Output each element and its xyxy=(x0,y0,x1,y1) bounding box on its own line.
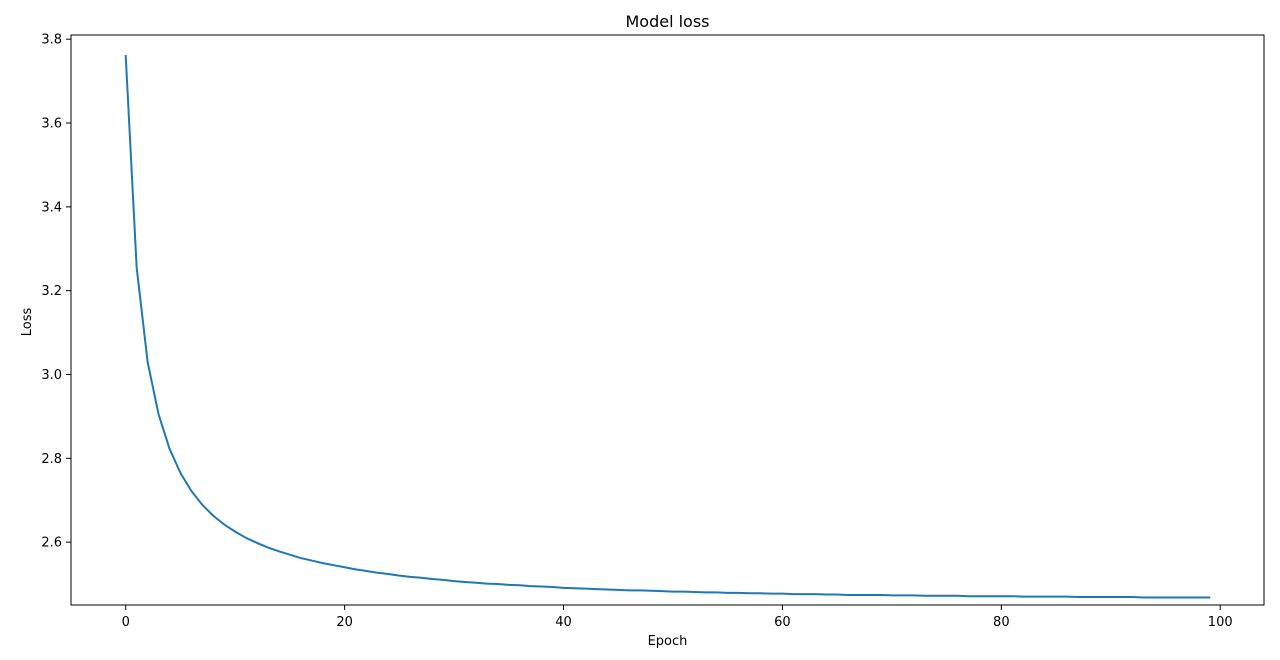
y-tick-label: 3.6 xyxy=(41,117,62,132)
x-tick-label: 60 xyxy=(774,615,791,630)
y-tick-label: 2.6 xyxy=(41,536,62,551)
loss-series-line xyxy=(124,54,1211,599)
plot-frame xyxy=(70,34,1265,606)
y-tick-label: 2.8 xyxy=(41,452,62,467)
y-axis-title: Loss xyxy=(20,308,35,337)
chart-title: Model loss xyxy=(625,12,709,31)
y-tick-label: 3.4 xyxy=(41,200,62,215)
y-tick-label: 3.8 xyxy=(41,33,62,48)
x-axis: 0 20 40 60 80 100 xyxy=(122,605,1233,630)
plot-area xyxy=(124,54,1211,599)
y-tick-label: 3.2 xyxy=(41,284,62,299)
x-tick-label: 40 xyxy=(555,615,572,630)
y-axis: 2.6 2.8 3.0 3.2 3.4 3.6 3.8 xyxy=(41,33,71,551)
x-tick-label: 100 xyxy=(1208,615,1233,630)
x-tick-label: 80 xyxy=(993,615,1010,630)
x-tick-label: 0 xyxy=(122,615,130,630)
y-tick-label: 3.0 xyxy=(41,368,62,383)
x-axis-title: Epoch xyxy=(648,634,688,649)
x-tick-label: 20 xyxy=(336,615,353,630)
